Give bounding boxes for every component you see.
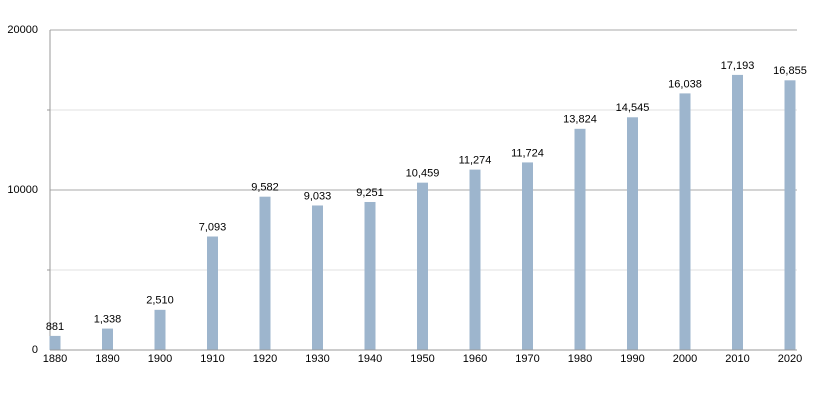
x-tick-label: 1960 [463, 353, 487, 365]
value-label: 2,510 [146, 295, 174, 307]
x-tick-label: 1910 [200, 353, 224, 365]
value-label: 14,545 [616, 102, 650, 114]
bar [207, 236, 218, 350]
bar [679, 93, 691, 350]
bar [364, 201, 376, 350]
bar [732, 74, 743, 351]
value-label: 11,274 [459, 155, 492, 167]
x-tick-label: 1940 [358, 353, 382, 365]
value-label: 1,338 [94, 313, 122, 325]
x-tick-label: 1950 [410, 353, 434, 365]
y-tick-label: 20000 [7, 24, 38, 36]
bar [574, 128, 586, 350]
bar [522, 162, 533, 350]
value-label: 16,038 [668, 78, 702, 90]
x-tick-label: 1900 [148, 353, 172, 365]
x-tick-label: 2010 [725, 353, 749, 365]
bar [627, 117, 638, 350]
value-label: 9,251 [356, 187, 384, 199]
value-label: 17,193 [721, 60, 755, 72]
x-tick-label: 1920 [253, 353, 277, 365]
value-label: 9,582 [251, 182, 279, 194]
value-label: 16,855 [773, 65, 807, 77]
bar [417, 182, 428, 350]
bar [469, 169, 481, 350]
x-tick-label: 1990 [620, 353, 644, 365]
bar [49, 335, 61, 350]
x-tick-label: 1880 [43, 353, 67, 365]
bar [259, 196, 271, 350]
value-label: 881 [46, 321, 64, 333]
value-label: 9,033 [304, 190, 332, 202]
bar [154, 309, 166, 350]
bar [312, 205, 323, 350]
x-tick-label: 1930 [305, 353, 329, 365]
y-tick-label: 0 [32, 344, 38, 356]
x-tick-label: 2000 [673, 353, 697, 365]
value-label: 11,724 [511, 147, 544, 159]
value-label: 10,459 [406, 168, 440, 180]
x-tick-label: 1970 [515, 353, 539, 365]
y-tick-label: 10000 [7, 184, 38, 196]
value-label: 7,093 [199, 221, 227, 233]
bar [784, 80, 796, 350]
x-tick-label: 1890 [95, 353, 119, 365]
x-tick-label: 2020 [778, 353, 802, 365]
bar [102, 328, 113, 350]
value-label: 13,824 [563, 114, 597, 126]
x-tick-label: 1980 [568, 353, 592, 365]
